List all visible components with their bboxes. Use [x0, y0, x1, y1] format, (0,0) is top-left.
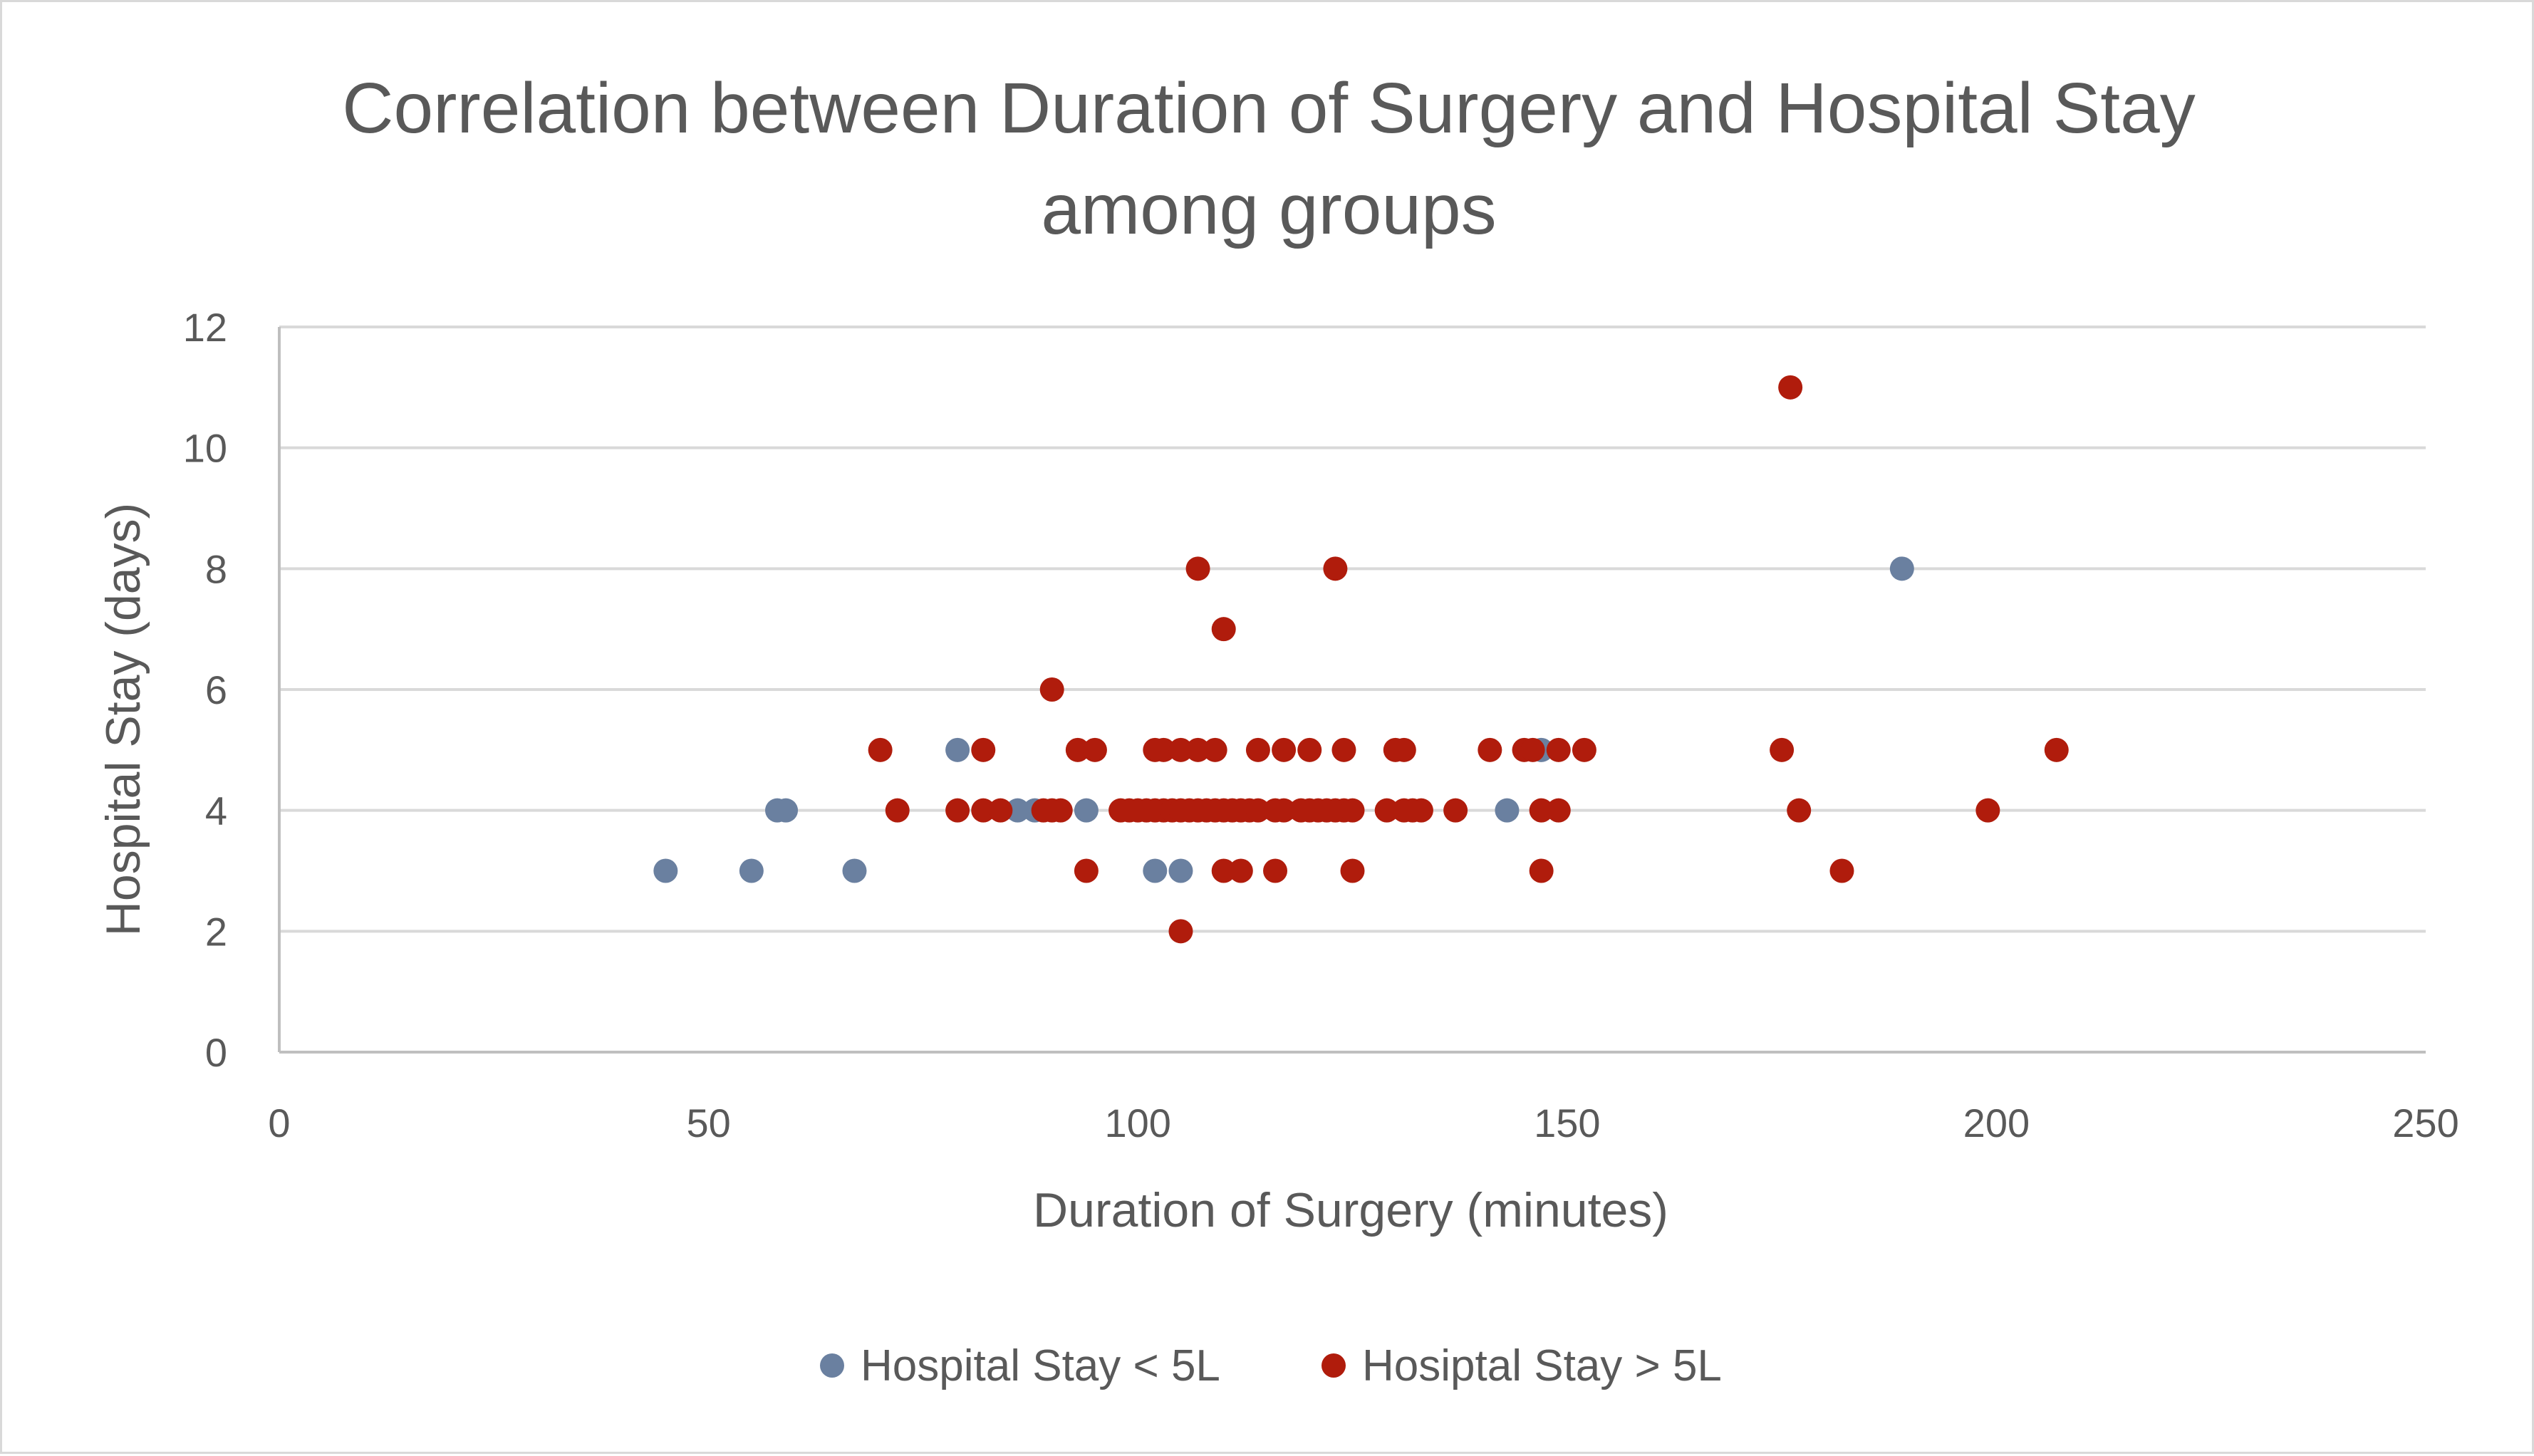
data-point — [1039, 677, 1064, 702]
y-tick-label: 8 — [205, 546, 227, 591]
data-point — [1443, 798, 1468, 823]
chart-title-line-1: Correlation between Duration of Surgery … — [342, 68, 2195, 148]
data-point — [1340, 798, 1365, 823]
data-point — [1272, 798, 1297, 823]
data-point — [1529, 858, 1554, 883]
legend-marker-series-2 — [1321, 1353, 1346, 1378]
data-point — [1048, 798, 1073, 823]
data-point — [1572, 737, 1596, 762]
x-tick-labels: 0 50 100 150 200 250 — [268, 1101, 2458, 1145]
data-point — [1143, 858, 1168, 883]
data-point — [1829, 858, 1854, 883]
data-point — [1975, 798, 2000, 823]
data-point — [1770, 737, 1795, 762]
data-point — [1168, 737, 1193, 762]
data-point — [1228, 858, 1253, 883]
series-1-points — [653, 556, 1914, 883]
data-point — [1323, 556, 1348, 581]
data-point — [1211, 617, 1236, 642]
y-tick-label: 6 — [205, 667, 227, 712]
data-point — [1546, 737, 1571, 762]
data-point — [1245, 798, 1270, 823]
data-point — [1495, 798, 1520, 823]
data-point — [1529, 798, 1554, 823]
data-point — [1778, 375, 1803, 400]
y-tick-labels: 0 2 4 6 8 10 12 — [183, 305, 227, 1075]
data-point — [1787, 798, 1812, 823]
data-point — [1520, 737, 1545, 762]
y-tick-label: 0 — [205, 1030, 227, 1075]
data-point — [653, 858, 678, 883]
data-point — [1263, 858, 1288, 883]
axes — [278, 327, 2426, 1054]
data-point — [2044, 737, 2069, 762]
data-point — [1168, 919, 1193, 944]
legend-label-series-2: Hosiptal Stay > 5L — [1362, 1341, 1722, 1390]
gridlines — [279, 326, 2426, 933]
y-tick-label: 4 — [205, 789, 227, 833]
data-point — [1185, 737, 1210, 762]
data-point — [1185, 556, 1210, 581]
x-tick-label: 50 — [686, 1101, 730, 1145]
data-point — [1074, 858, 1099, 883]
x-tick-label: 150 — [1534, 1101, 1600, 1145]
data-point — [1546, 798, 1571, 823]
data-points — [653, 375, 2069, 944]
data-point — [1331, 737, 1356, 762]
legend-item-series-1[interactable]: Hospital Stay < 5L — [820, 1341, 1220, 1390]
data-point — [885, 798, 910, 823]
data-point — [1074, 798, 1099, 823]
y-tick-label: 2 — [205, 909, 227, 954]
data-point — [1005, 798, 1030, 823]
legend-label-series-1: Hospital Stay < 5L — [861, 1341, 1220, 1390]
data-point — [1082, 737, 1107, 762]
data-point — [988, 798, 1013, 823]
x-tick-label: 0 — [268, 1101, 290, 1145]
x-tick-label: 250 — [2392, 1101, 2458, 1145]
chart-title-line-2: among groups — [1041, 170, 1496, 249]
data-point — [1203, 737, 1227, 762]
data-point — [1065, 737, 1090, 762]
data-point — [868, 737, 893, 762]
legend: Hospital Stay < 5L Hosiptal Stay > 5L — [820, 1341, 1722, 1390]
data-point — [971, 737, 996, 762]
data-point — [1151, 737, 1176, 762]
data-point — [739, 858, 764, 883]
data-point — [1374, 798, 1399, 823]
data-point — [1391, 737, 1416, 762]
data-point — [1340, 858, 1365, 883]
data-point — [1211, 858, 1236, 883]
x-tick-label: 100 — [1104, 1101, 1170, 1145]
y-tick-label: 12 — [183, 305, 227, 350]
data-point — [1408, 798, 1433, 823]
y-tick-label: 10 — [183, 426, 227, 471]
y-axis-title: Hospital Stay (days) — [96, 503, 150, 936]
x-axis-title: Duration of Surgery (minutes) — [1033, 1183, 1668, 1237]
data-point — [971, 798, 996, 823]
data-point — [945, 798, 970, 823]
data-point — [774, 798, 799, 823]
data-point — [1245, 737, 1270, 762]
data-point — [842, 858, 867, 883]
data-point — [1297, 737, 1322, 762]
data-point — [1478, 737, 1502, 762]
chart-title: Correlation between Duration of Surgery … — [342, 68, 2195, 249]
legend-item-series-2[interactable]: Hosiptal Stay > 5L — [1321, 1341, 1722, 1390]
series-2-points — [868, 375, 2069, 944]
data-point — [1272, 737, 1297, 762]
legend-marker-series-1 — [820, 1353, 844, 1378]
x-tick-label: 200 — [1963, 1101, 2030, 1145]
data-point — [945, 737, 970, 762]
data-point — [1889, 556, 1914, 581]
data-point — [1168, 858, 1193, 883]
